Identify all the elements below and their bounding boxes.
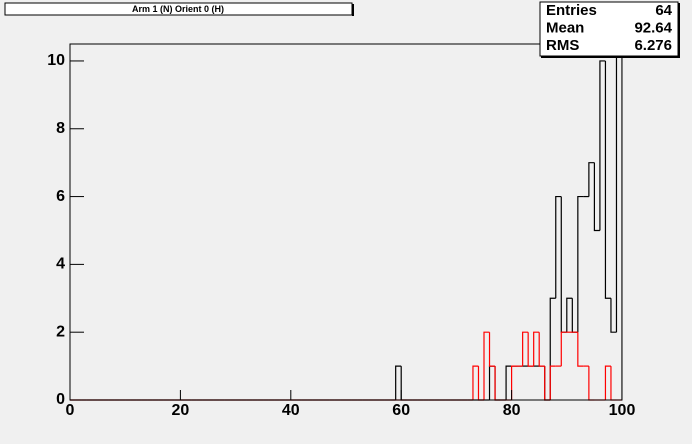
- histogram-bin: [588, 162, 595, 197]
- histogram-bin: [511, 365, 518, 400]
- y-tick-label: 4: [56, 256, 65, 273]
- stat-label: RMS: [546, 37, 579, 54]
- stat-label: Mean: [546, 19, 584, 36]
- stat-value: 6.276: [634, 37, 672, 54]
- title-shadow: [352, 4, 354, 16]
- histogram-bin: [615, 44, 622, 400]
- y-tick-label: 0: [56, 391, 65, 408]
- stat-value: 92.64: [634, 19, 672, 36]
- x-tick-label: 100: [609, 402, 636, 419]
- histogram-bin: [560, 331, 567, 367]
- histogram-bin: [555, 195, 562, 299]
- histogram-bin: [577, 195, 584, 333]
- histogram-bin: [593, 162, 600, 232]
- stat-value: 64: [655, 2, 672, 19]
- stat-label: Entries: [546, 2, 597, 19]
- histogram-bin: [395, 365, 402, 400]
- histogram-bin: [610, 298, 617, 333]
- histogram-bin: [566, 297, 573, 333]
- chart-title: Arm 1 (N) Orient 0 (H): [132, 4, 224, 14]
- y-tick-label: 6: [56, 188, 65, 205]
- stats-shadow: [541, 56, 680, 58]
- histogram-bin: [604, 60, 611, 299]
- x-tick-label: 40: [282, 402, 300, 419]
- x-tick-label: 60: [392, 402, 410, 419]
- histogram-bin: [527, 332, 534, 367]
- histogram-bin: [483, 331, 490, 400]
- histogram-bin: [599, 60, 606, 231]
- histogram-bin: [538, 332, 545, 367]
- histogram-bin: [577, 332, 584, 367]
- histogram-bin: [488, 332, 496, 367]
- histogram-bin: [522, 331, 529, 367]
- stats: Entries 64 Mean 92.64 RMS 6.276: [546, 2, 673, 54]
- histogram-bin: [533, 331, 540, 367]
- x-tick-label: 80: [503, 402, 521, 419]
- histogram-bin: [604, 365, 611, 400]
- histogram-bin: [549, 365, 556, 400]
- histogram-bin: [505, 365, 512, 400]
- stats-shadow: [678, 3, 680, 58]
- y-tick-label: 10: [47, 52, 65, 69]
- x-tick-label: 0: [66, 402, 75, 419]
- histogram-bin: [472, 365, 479, 400]
- y-tick-label: 2: [56, 323, 65, 340]
- x-tick-label: 20: [172, 402, 190, 419]
- y-tick-label: 8: [56, 120, 65, 137]
- frame: [69, 43, 623, 401]
